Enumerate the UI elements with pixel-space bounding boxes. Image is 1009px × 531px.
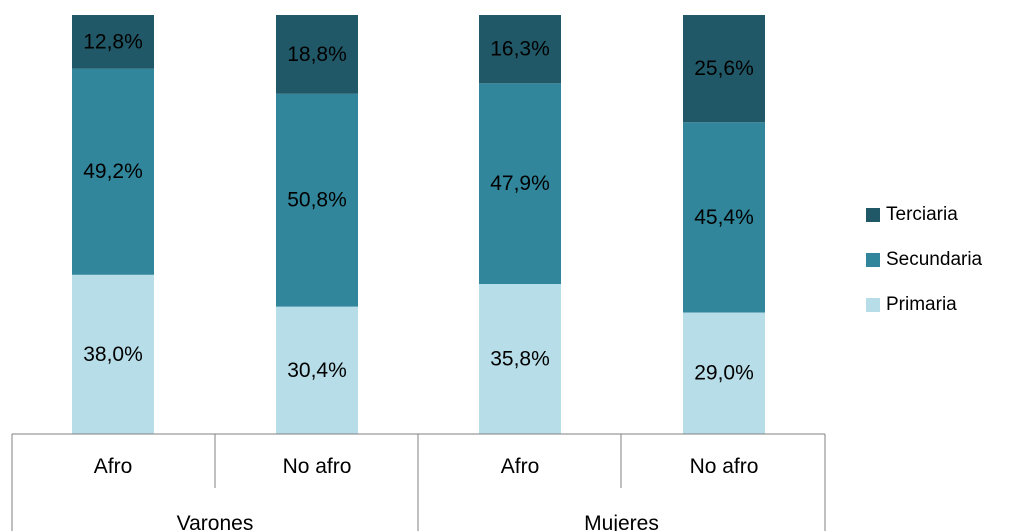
category-axis: Afro No afro Afro No afro Varones Mujeres [11,433,826,531]
bar-segment-primaria-0 [72,274,154,434]
legend-label-terciaria: Terciaria [886,204,958,225]
data-label-terciaria-1: 18,8% [287,43,347,66]
group-label-1: Mujeres [584,512,659,531]
category-label-3: No afro [690,455,759,478]
bar-segment-secundaria-0 [72,68,154,275]
bar-segment-secundaria-3 [683,122,765,313]
data-label-primaria-2: 35,8% [490,347,550,370]
group-label-0: Varones [177,512,254,531]
legend-item-secundaria: Secundaria [866,249,983,270]
bar-segment-secundaria-1 [276,93,358,307]
category-label-1: No afro [283,455,352,478]
data-label-secundaria-1: 50,8% [287,189,347,212]
category-label-0: Afro [94,455,133,478]
data-label-primaria-1: 30,4% [287,359,347,382]
legend-swatch-terciaria [866,208,880,222]
bar-segment-primaria-2 [479,283,561,434]
data-label-secundaria-3: 45,4% [694,206,754,229]
bar-segment-primaria-3 [683,312,765,434]
bar-segment-terciaria-3 [683,15,765,123]
legend-swatch-primaria [866,298,880,312]
data-label-terciaria-0: 12,8% [83,30,143,53]
bars-layer [72,15,765,434]
legend-label-primaria: Primaria [886,294,957,315]
data-label-terciaria-3: 25,6% [694,57,754,80]
data-label-secundaria-0: 49,2% [83,160,143,183]
data-label-terciaria-2: 16,3% [490,38,550,61]
bar-segment-terciaria-1 [276,15,358,94]
legend-swatch-secundaria [866,253,880,267]
bar-segment-primaria-1 [276,306,358,434]
bar-segment-secundaria-2 [479,83,561,284]
legend-item-primaria: Primaria [866,294,982,315]
category-label-2: Afro [501,455,540,478]
legend-label-secundaria: Secundaria [886,249,983,270]
legend: Terciaria Secundaria Primaria [866,204,983,340]
data-label-secundaria-2: 47,9% [490,172,550,195]
legend-item-terciaria: Terciaria [866,204,982,225]
bar-segment-terciaria-0 [72,15,154,69]
bar-segment-terciaria-2 [479,15,561,84]
data-label-primaria-3: 29,0% [694,362,754,385]
data-labels-layer: 38,0% 49,2% 12,8% 30,4% 50,8% 18,8% 35,8% 47,9%… [83,30,754,384]
data-label-primaria-0: 38,0% [83,343,143,366]
